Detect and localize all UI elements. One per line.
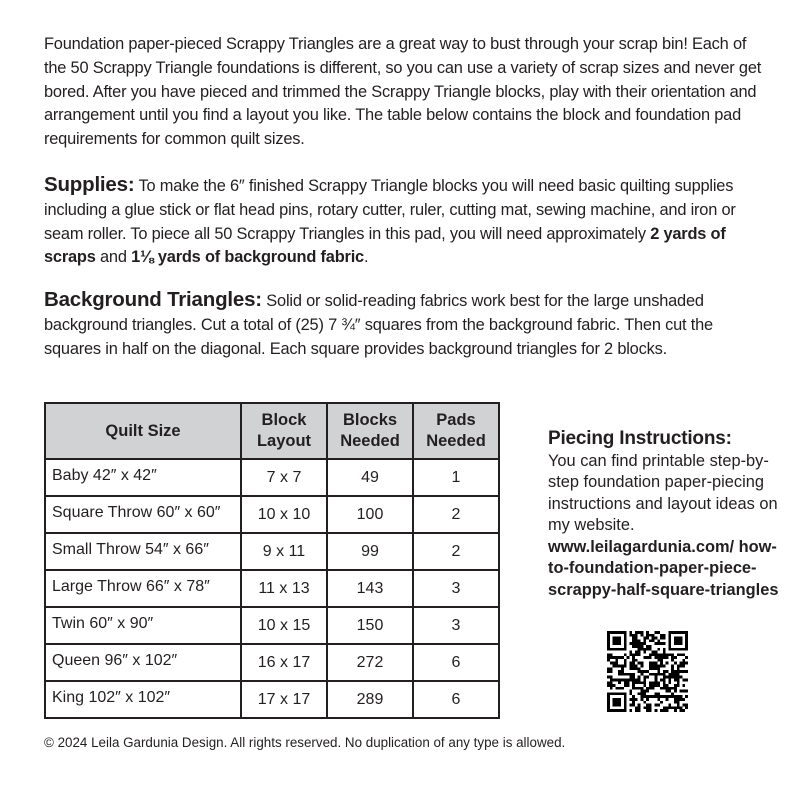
qr-code[interactable] [607, 631, 688, 712]
header-quilt-size: Quilt Size [44, 402, 242, 460]
cell-blocks-needed: 99 [326, 532, 414, 571]
cell-blocks-needed: 150 [326, 606, 414, 645]
table-row: Square Throw 60″ x 60″ 10 x 10 100 2 [44, 495, 500, 534]
cell-blocks-needed: 272 [326, 643, 414, 682]
piecing-instructions: Piecing Instructions: You can find print… [548, 428, 788, 601]
website-link[interactable]: www.leilagardunia.com/ how-to-foundation… [548, 537, 779, 599]
supplies-end: . [363, 248, 369, 267]
scraps-amount: 2 yards of scraps [44, 224, 726, 267]
cell-blocks-needed: 289 [326, 680, 414, 719]
cell-quilt-size: Large Throw 66″ x 78″ [44, 569, 242, 608]
cell-block-layout: 7 x 7 [240, 458, 328, 497]
table-row: Queen 96″ x 102″ 16 x 17 272 6 [44, 643, 500, 682]
cell-quilt-size: Baby 42″ x 42″ [44, 458, 242, 497]
header-blocks-needed: Blocks Needed [326, 402, 414, 460]
cell-blocks-needed: 143 [326, 569, 414, 608]
table-row: King 102″ x 102″ 17 x 17 289 6 [44, 680, 500, 719]
cell-pads-needed: 3 [412, 606, 500, 645]
cell-blocks-needed: 100 [326, 495, 414, 534]
supplies-and: and [95, 248, 132, 267]
background-amount: 1⅛ yards of background fabric [131, 248, 364, 267]
supplies-text: To make the 6″ finished Scrappy Triangle… [44, 177, 736, 243]
cell-pads-needed: 1 [412, 458, 500, 497]
cell-quilt-size: Twin 60″ x 90″ [44, 606, 242, 645]
cell-quilt-size: Small Throw 54″ x 66″ [44, 532, 242, 571]
supplies-heading: Supplies: [44, 173, 135, 196]
table-header-row: Quilt Size Block Layout Blocks Needed Pa… [44, 402, 500, 460]
cell-quilt-size: Square Throw 60″ x 60″ [44, 495, 242, 534]
table-row: Baby 42″ x 42″ 7 x 7 49 1 [44, 458, 500, 497]
cell-block-layout: 17 x 17 [240, 680, 328, 719]
cell-blocks-needed: 49 [326, 458, 414, 497]
cell-quilt-size: Queen 96″ x 102″ [44, 643, 242, 682]
quilt-size-table: Quilt Size Block Layout Blocks Needed Pa… [44, 402, 500, 719]
cell-block-layout: 10 x 10 [240, 495, 328, 534]
background-paragraph: Background Triangles: Solid or solid-rea… [44, 288, 766, 361]
cell-pads-needed: 2 [412, 532, 500, 571]
cell-block-layout: 16 x 17 [240, 643, 328, 682]
table-row: Large Throw 66″ x 78″ 11 x 13 143 3 [44, 569, 500, 608]
piecing-text: You can find printable step-by-step foun… [548, 451, 778, 535]
cell-pads-needed: 2 [412, 495, 500, 534]
cell-pads-needed: 3 [412, 569, 500, 608]
cell-quilt-size: King 102″ x 102″ [44, 680, 242, 719]
cell-block-layout: 11 x 13 [240, 569, 328, 608]
header-block-layout: Block Layout [240, 402, 328, 460]
intro-paragraph: Foundation paper-pieced Scrappy Triangle… [44, 35, 762, 149]
cell-pads-needed: 6 [412, 680, 500, 719]
copyright-footer: © 2024 Leila Gardunia Design. All rights… [44, 735, 566, 750]
supplies-paragraph: Supplies: To make the 6″ finished Scrapp… [44, 173, 766, 270]
cell-block-layout: 10 x 15 [240, 606, 328, 645]
piecing-heading: Piecing Instructions: [548, 428, 732, 449]
background-heading: Background Triangles: [44, 288, 262, 311]
cell-block-layout: 9 x 11 [240, 532, 328, 571]
header-pads-needed: Pads Needed [412, 402, 500, 460]
cell-pads-needed: 6 [412, 643, 500, 682]
table-row: Twin 60″ x 90″ 10 x 15 150 3 [44, 606, 500, 645]
background-text: Solid or solid-reading fabrics work best… [44, 292, 713, 358]
table-row: Small Throw 54″ x 66″ 9 x 11 99 2 [44, 532, 500, 571]
